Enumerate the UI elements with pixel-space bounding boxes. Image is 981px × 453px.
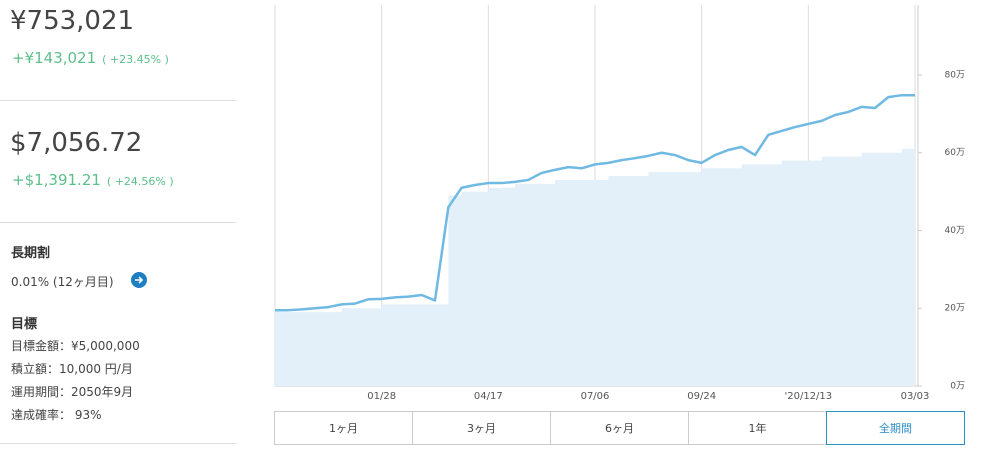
- y-tick-label: 20万: [945, 304, 965, 314]
- y-tick-label: 80万: [945, 70, 965, 80]
- y-tick-label: 40万: [945, 226, 965, 236]
- period-button[interactable]: 全期間: [826, 411, 965, 445]
- usd-gain-pct: ( +24.56% ): [106, 175, 174, 188]
- y-tick-label: 60万: [945, 148, 965, 158]
- jpy-gain-pct: ( +23.45% ): [102, 53, 169, 66]
- x-tick-label: 09/24: [687, 391, 716, 402]
- goal-title: 目標: [11, 317, 38, 332]
- arrow-icon[interactable]: [131, 272, 147, 288]
- period-button[interactable]: 3ヶ月: [412, 411, 551, 445]
- invested-area: [275, 148, 915, 386]
- usd-gain-row: +$1,391.21 ( +24.56% ): [12, 170, 174, 189]
- usd-value: $7,056.72: [10, 128, 143, 158]
- jpy-value: ¥753,021: [10, 6, 135, 36]
- separator: [0, 443, 236, 444]
- discount-title: 長期割: [11, 246, 51, 261]
- separator: [0, 100, 236, 101]
- goal-line: 積立額：10,000 円/月: [11, 362, 133, 376]
- goal-line: 達成確率： 93%: [11, 408, 102, 422]
- period-buttons: 1ヶ月 3ヶ月 6ヶ月 1年 全期間: [274, 411, 965, 445]
- x-tick-label: 03/03: [901, 391, 930, 402]
- x-tick-label: 01/28: [367, 391, 396, 402]
- value-line: [275, 93, 915, 312]
- jpy-gain: +¥143,021: [12, 49, 97, 67]
- y-tick-label: 0万: [950, 382, 965, 392]
- x-tick-label: '20/12/13: [784, 391, 832, 402]
- usd-gain: +$1,391.21: [12, 171, 101, 189]
- separator: [0, 222, 236, 223]
- period-button[interactable]: 6ヶ月: [550, 411, 689, 445]
- jpy-gain-row: +¥143,021 ( +23.45% ): [12, 48, 169, 67]
- x-tick-label: 04/17: [474, 391, 503, 402]
- chart: 01/28 04/17 07/06 09/24 '20/12/13 03/03 0万 20万 4…: [274, 5, 965, 402]
- x-tick-label: 07/06: [581, 391, 610, 402]
- period-button[interactable]: 1年: [688, 411, 827, 445]
- goal-line: 運用期間：2050年9月: [11, 385, 134, 399]
- goal-line: 目標金額：¥5,000,000: [11, 339, 140, 353]
- period-button[interactable]: 1ヶ月: [274, 411, 413, 445]
- discount-text: 0.01% (12ヶ月目): [11, 275, 114, 289]
